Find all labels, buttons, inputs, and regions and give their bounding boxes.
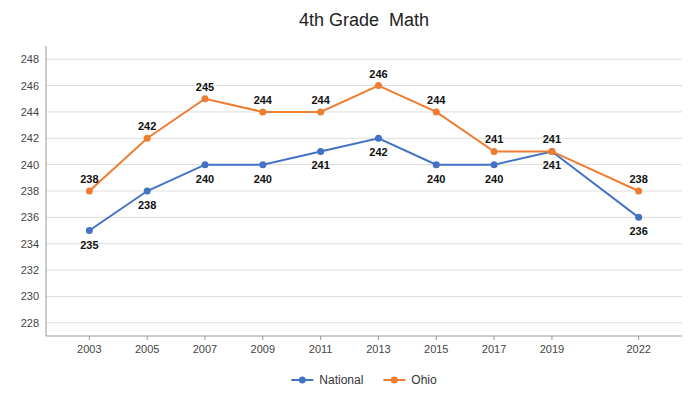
y-tick-label: 232 [21,264,39,276]
data-label: 244 [311,94,330,106]
series-marker [635,214,642,221]
x-tick [494,336,495,340]
x-tick-label: 2007 [193,343,217,355]
x-tick [147,336,148,340]
series-marker [635,188,642,195]
y-tick-label: 242 [21,132,39,144]
x-tick-label: 2013 [366,343,390,355]
grid-line [46,59,682,60]
y-tick-label: 234 [21,238,39,250]
x-tick [320,336,321,340]
data-label: 235 [80,239,98,251]
series-marker [375,135,382,142]
data-labels: 235 238 240 240 241 242 240 240 241 236 238 242 245 2… [80,68,648,251]
series-marker [86,227,93,234]
y-tick-label: 246 [21,80,39,92]
x-tick-label: 2009 [251,343,275,355]
grid-line [46,85,682,86]
legend-item: Ohio [383,373,437,387]
y-tick-label: 228 [21,317,39,329]
data-label: 244 [254,94,273,106]
x-tick-label: 2005 [135,343,159,355]
data-label: 236 [629,225,647,237]
x-tick [638,336,639,340]
series-marker [433,161,440,168]
data-label: 244 [427,94,446,106]
x-tick [205,336,206,340]
series-marker [548,148,555,155]
chart-title: 4th Grade Math [299,10,429,30]
series-marker [259,108,266,115]
data-label: 240 [485,173,503,185]
data-label: 242 [369,146,387,158]
data-label: 241 [543,159,561,171]
x-tick [551,336,552,340]
series-marker [144,188,151,195]
data-label: 242 [138,120,156,132]
grid-line [46,191,682,192]
x-tick [436,336,437,340]
data-label: 245 [196,81,214,93]
series-marker [86,188,93,195]
series-line [89,86,638,191]
series-marker [491,161,498,168]
y-tick-label: 240 [21,159,39,171]
data-label: 240 [254,173,272,185]
grid-line [46,322,682,323]
x-tick-label: 2015 [424,343,448,355]
grid [46,59,682,323]
y-tick-label: 236 [21,211,39,223]
x-axis-line [46,336,682,337]
x-tick-label: 2019 [540,343,564,355]
series-line [89,138,638,230]
data-label: 240 [196,173,214,185]
series-marker [491,148,498,155]
grid-line [46,138,682,139]
data-label: 240 [427,173,445,185]
y-tick-label: 230 [21,290,39,302]
legend-marker [299,377,306,384]
x-tick-label: 2011 [309,343,333,355]
grid-line [46,164,682,165]
series-marker [259,161,266,168]
grid-line [46,270,682,271]
data-label: 241 [543,133,561,145]
legend-label: National [319,373,363,387]
chart-container: 4th Grade Math 228 230 232 234 236 238 240 242 24… [0,0,700,409]
data-label: 238 [629,173,647,185]
series-marker [375,82,382,89]
x-tick [89,336,90,340]
x-tick-label: 2017 [482,343,506,355]
legend-marker [391,377,398,384]
x-tick-label: 2003 [77,343,101,355]
legend-label: Ohio [411,373,437,387]
series-marker [317,148,324,155]
series-marker [433,108,440,115]
legend: National Ohio [291,373,437,387]
series-marker [202,95,209,102]
data-label: 238 [138,199,156,211]
x-tick [262,336,263,340]
grid-line [46,217,682,218]
series-marker [144,135,151,142]
y-tick-label: 244 [21,106,39,118]
y-tick-label: 238 [21,185,39,197]
data-label: 241 [311,159,329,171]
grid-line [46,296,682,297]
y-tick-label: 248 [21,53,39,65]
data-label: 238 [80,173,98,185]
grid-line [46,111,682,112]
data-label: 241 [485,133,503,145]
chart-svg: 4th Grade Math 228 230 232 234 236 238 240 242 24… [0,0,700,409]
legend-item: National [291,373,363,387]
x-tick [378,336,379,340]
y-axis-line [46,46,47,336]
data-label: 246 [369,68,387,80]
series-marker [548,148,555,155]
x-tick-label: 2022 [626,343,650,355]
plot-area [86,82,642,234]
series-marker [202,161,209,168]
series-marker [317,108,324,115]
grid-line [46,243,682,244]
